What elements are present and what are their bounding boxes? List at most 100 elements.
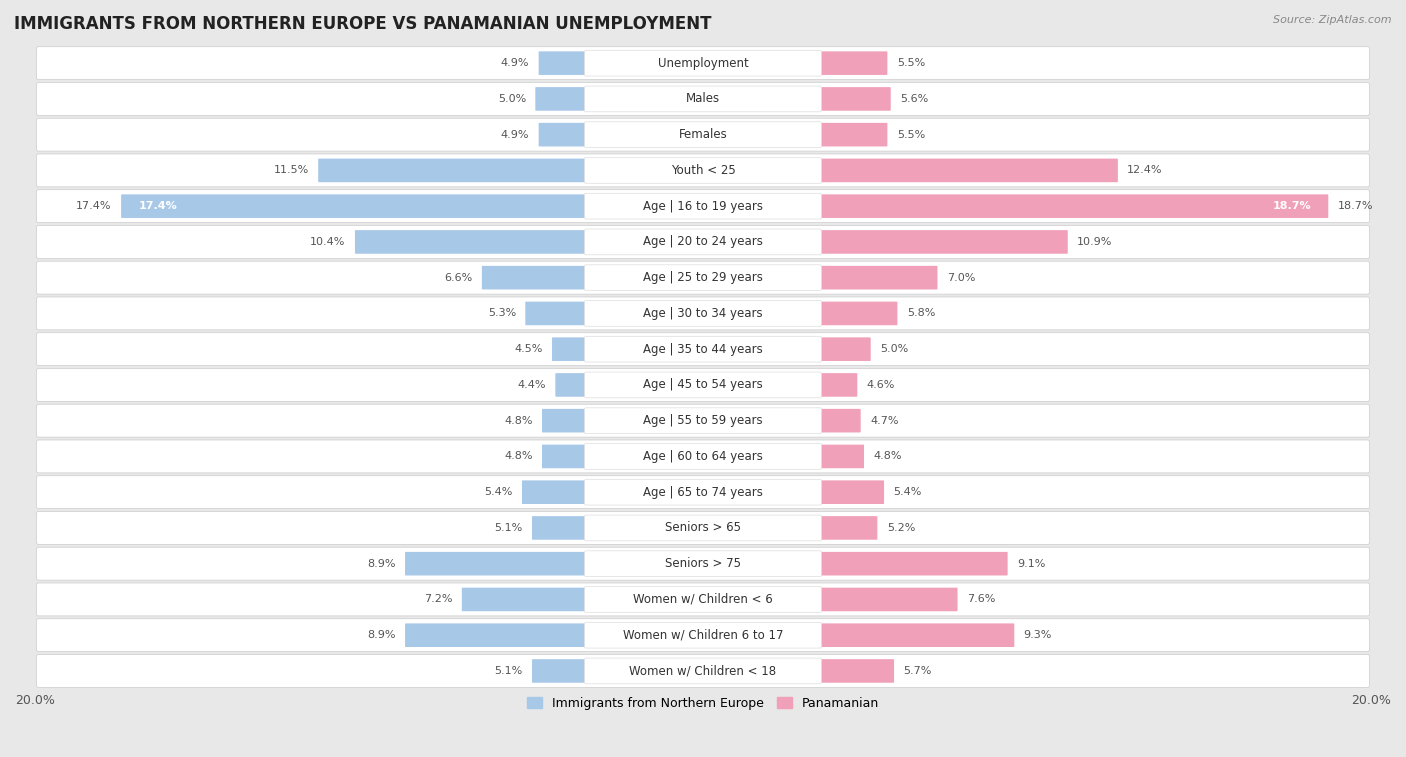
FancyBboxPatch shape bbox=[37, 583, 1369, 616]
Text: 17.4%: 17.4% bbox=[76, 201, 111, 211]
FancyBboxPatch shape bbox=[37, 618, 1369, 652]
Text: Age | 65 to 74 years: Age | 65 to 74 years bbox=[643, 486, 763, 499]
FancyBboxPatch shape bbox=[585, 587, 821, 612]
FancyBboxPatch shape bbox=[585, 658, 821, 684]
Text: 4.8%: 4.8% bbox=[873, 451, 901, 462]
FancyBboxPatch shape bbox=[405, 552, 586, 575]
Text: Age | 16 to 19 years: Age | 16 to 19 years bbox=[643, 200, 763, 213]
FancyBboxPatch shape bbox=[820, 552, 1008, 575]
FancyBboxPatch shape bbox=[820, 338, 870, 361]
FancyBboxPatch shape bbox=[354, 230, 586, 254]
FancyBboxPatch shape bbox=[531, 516, 586, 540]
Text: Age | 45 to 54 years: Age | 45 to 54 years bbox=[643, 378, 763, 391]
Text: Age | 25 to 29 years: Age | 25 to 29 years bbox=[643, 271, 763, 284]
FancyBboxPatch shape bbox=[820, 587, 957, 611]
Text: 4.5%: 4.5% bbox=[515, 344, 543, 354]
FancyBboxPatch shape bbox=[820, 266, 938, 289]
Text: 4.4%: 4.4% bbox=[517, 380, 546, 390]
Text: Youth < 25: Youth < 25 bbox=[671, 164, 735, 177]
Text: Age | 60 to 64 years: Age | 60 to 64 years bbox=[643, 450, 763, 463]
Text: 8.9%: 8.9% bbox=[367, 559, 395, 569]
Text: 9.3%: 9.3% bbox=[1024, 630, 1052, 640]
Text: Age | 55 to 59 years: Age | 55 to 59 years bbox=[643, 414, 763, 427]
Text: 17.4%: 17.4% bbox=[138, 201, 177, 211]
Text: Women w/ Children < 18: Women w/ Children < 18 bbox=[630, 665, 776, 678]
Text: 5.0%: 5.0% bbox=[498, 94, 526, 104]
FancyBboxPatch shape bbox=[37, 512, 1369, 544]
Text: 5.2%: 5.2% bbox=[887, 523, 915, 533]
FancyBboxPatch shape bbox=[405, 624, 586, 647]
FancyBboxPatch shape bbox=[585, 372, 821, 397]
Legend: Immigrants from Northern Europe, Panamanian: Immigrants from Northern Europe, Panaman… bbox=[522, 692, 884, 715]
FancyBboxPatch shape bbox=[37, 83, 1369, 115]
Text: 5.0%: 5.0% bbox=[880, 344, 908, 354]
Text: Age | 35 to 44 years: Age | 35 to 44 years bbox=[643, 343, 763, 356]
Text: 5.3%: 5.3% bbox=[488, 308, 516, 319]
FancyBboxPatch shape bbox=[37, 369, 1369, 401]
Text: 7.6%: 7.6% bbox=[967, 594, 995, 604]
FancyBboxPatch shape bbox=[585, 86, 821, 112]
FancyBboxPatch shape bbox=[585, 265, 821, 291]
Text: Age | 20 to 24 years: Age | 20 to 24 years bbox=[643, 235, 763, 248]
FancyBboxPatch shape bbox=[37, 261, 1369, 294]
FancyBboxPatch shape bbox=[585, 336, 821, 362]
FancyBboxPatch shape bbox=[585, 551, 821, 577]
Text: 5.1%: 5.1% bbox=[495, 666, 523, 676]
Text: 10.4%: 10.4% bbox=[311, 237, 346, 247]
Text: 5.5%: 5.5% bbox=[897, 58, 925, 68]
FancyBboxPatch shape bbox=[820, 659, 894, 683]
FancyBboxPatch shape bbox=[541, 444, 586, 469]
FancyBboxPatch shape bbox=[37, 440, 1369, 473]
Text: 5.1%: 5.1% bbox=[495, 523, 523, 533]
FancyBboxPatch shape bbox=[820, 624, 1014, 647]
FancyBboxPatch shape bbox=[536, 87, 586, 111]
FancyBboxPatch shape bbox=[820, 195, 1329, 218]
FancyBboxPatch shape bbox=[820, 87, 891, 111]
Text: Women w/ Children 6 to 17: Women w/ Children 6 to 17 bbox=[623, 629, 783, 642]
Text: 4.9%: 4.9% bbox=[501, 58, 529, 68]
FancyBboxPatch shape bbox=[585, 515, 821, 540]
FancyBboxPatch shape bbox=[553, 338, 586, 361]
FancyBboxPatch shape bbox=[585, 193, 821, 219]
Text: 7.0%: 7.0% bbox=[946, 273, 976, 282]
Text: Women w/ Children < 6: Women w/ Children < 6 bbox=[633, 593, 773, 606]
FancyBboxPatch shape bbox=[522, 481, 586, 504]
Text: 9.1%: 9.1% bbox=[1017, 559, 1046, 569]
FancyBboxPatch shape bbox=[37, 226, 1369, 258]
Text: 8.9%: 8.9% bbox=[367, 630, 395, 640]
Text: 18.7%: 18.7% bbox=[1272, 201, 1310, 211]
Text: 5.4%: 5.4% bbox=[484, 488, 513, 497]
FancyBboxPatch shape bbox=[820, 230, 1067, 254]
Text: Seniors > 75: Seniors > 75 bbox=[665, 557, 741, 570]
FancyBboxPatch shape bbox=[820, 516, 877, 540]
FancyBboxPatch shape bbox=[37, 333, 1369, 366]
FancyBboxPatch shape bbox=[820, 373, 858, 397]
Text: Males: Males bbox=[686, 92, 720, 105]
FancyBboxPatch shape bbox=[538, 51, 586, 75]
FancyBboxPatch shape bbox=[820, 444, 865, 469]
FancyBboxPatch shape bbox=[585, 157, 821, 183]
FancyBboxPatch shape bbox=[37, 190, 1369, 223]
FancyBboxPatch shape bbox=[37, 547, 1369, 580]
Text: 4.7%: 4.7% bbox=[870, 416, 898, 425]
FancyBboxPatch shape bbox=[531, 659, 586, 683]
Text: Seniors > 65: Seniors > 65 bbox=[665, 522, 741, 534]
Text: Unemployment: Unemployment bbox=[658, 57, 748, 70]
FancyBboxPatch shape bbox=[482, 266, 586, 289]
FancyBboxPatch shape bbox=[820, 481, 884, 504]
Text: Source: ZipAtlas.com: Source: ZipAtlas.com bbox=[1274, 15, 1392, 25]
FancyBboxPatch shape bbox=[820, 123, 887, 146]
FancyBboxPatch shape bbox=[538, 123, 586, 146]
FancyBboxPatch shape bbox=[820, 301, 897, 326]
Text: 5.5%: 5.5% bbox=[897, 129, 925, 139]
Text: 11.5%: 11.5% bbox=[274, 166, 309, 176]
FancyBboxPatch shape bbox=[555, 373, 586, 397]
Text: 12.4%: 12.4% bbox=[1128, 166, 1163, 176]
FancyBboxPatch shape bbox=[585, 229, 821, 255]
Text: 5.4%: 5.4% bbox=[893, 488, 922, 497]
FancyBboxPatch shape bbox=[820, 409, 860, 432]
Text: 4.8%: 4.8% bbox=[505, 451, 533, 462]
FancyBboxPatch shape bbox=[318, 159, 586, 182]
FancyBboxPatch shape bbox=[585, 444, 821, 469]
FancyBboxPatch shape bbox=[461, 587, 586, 611]
